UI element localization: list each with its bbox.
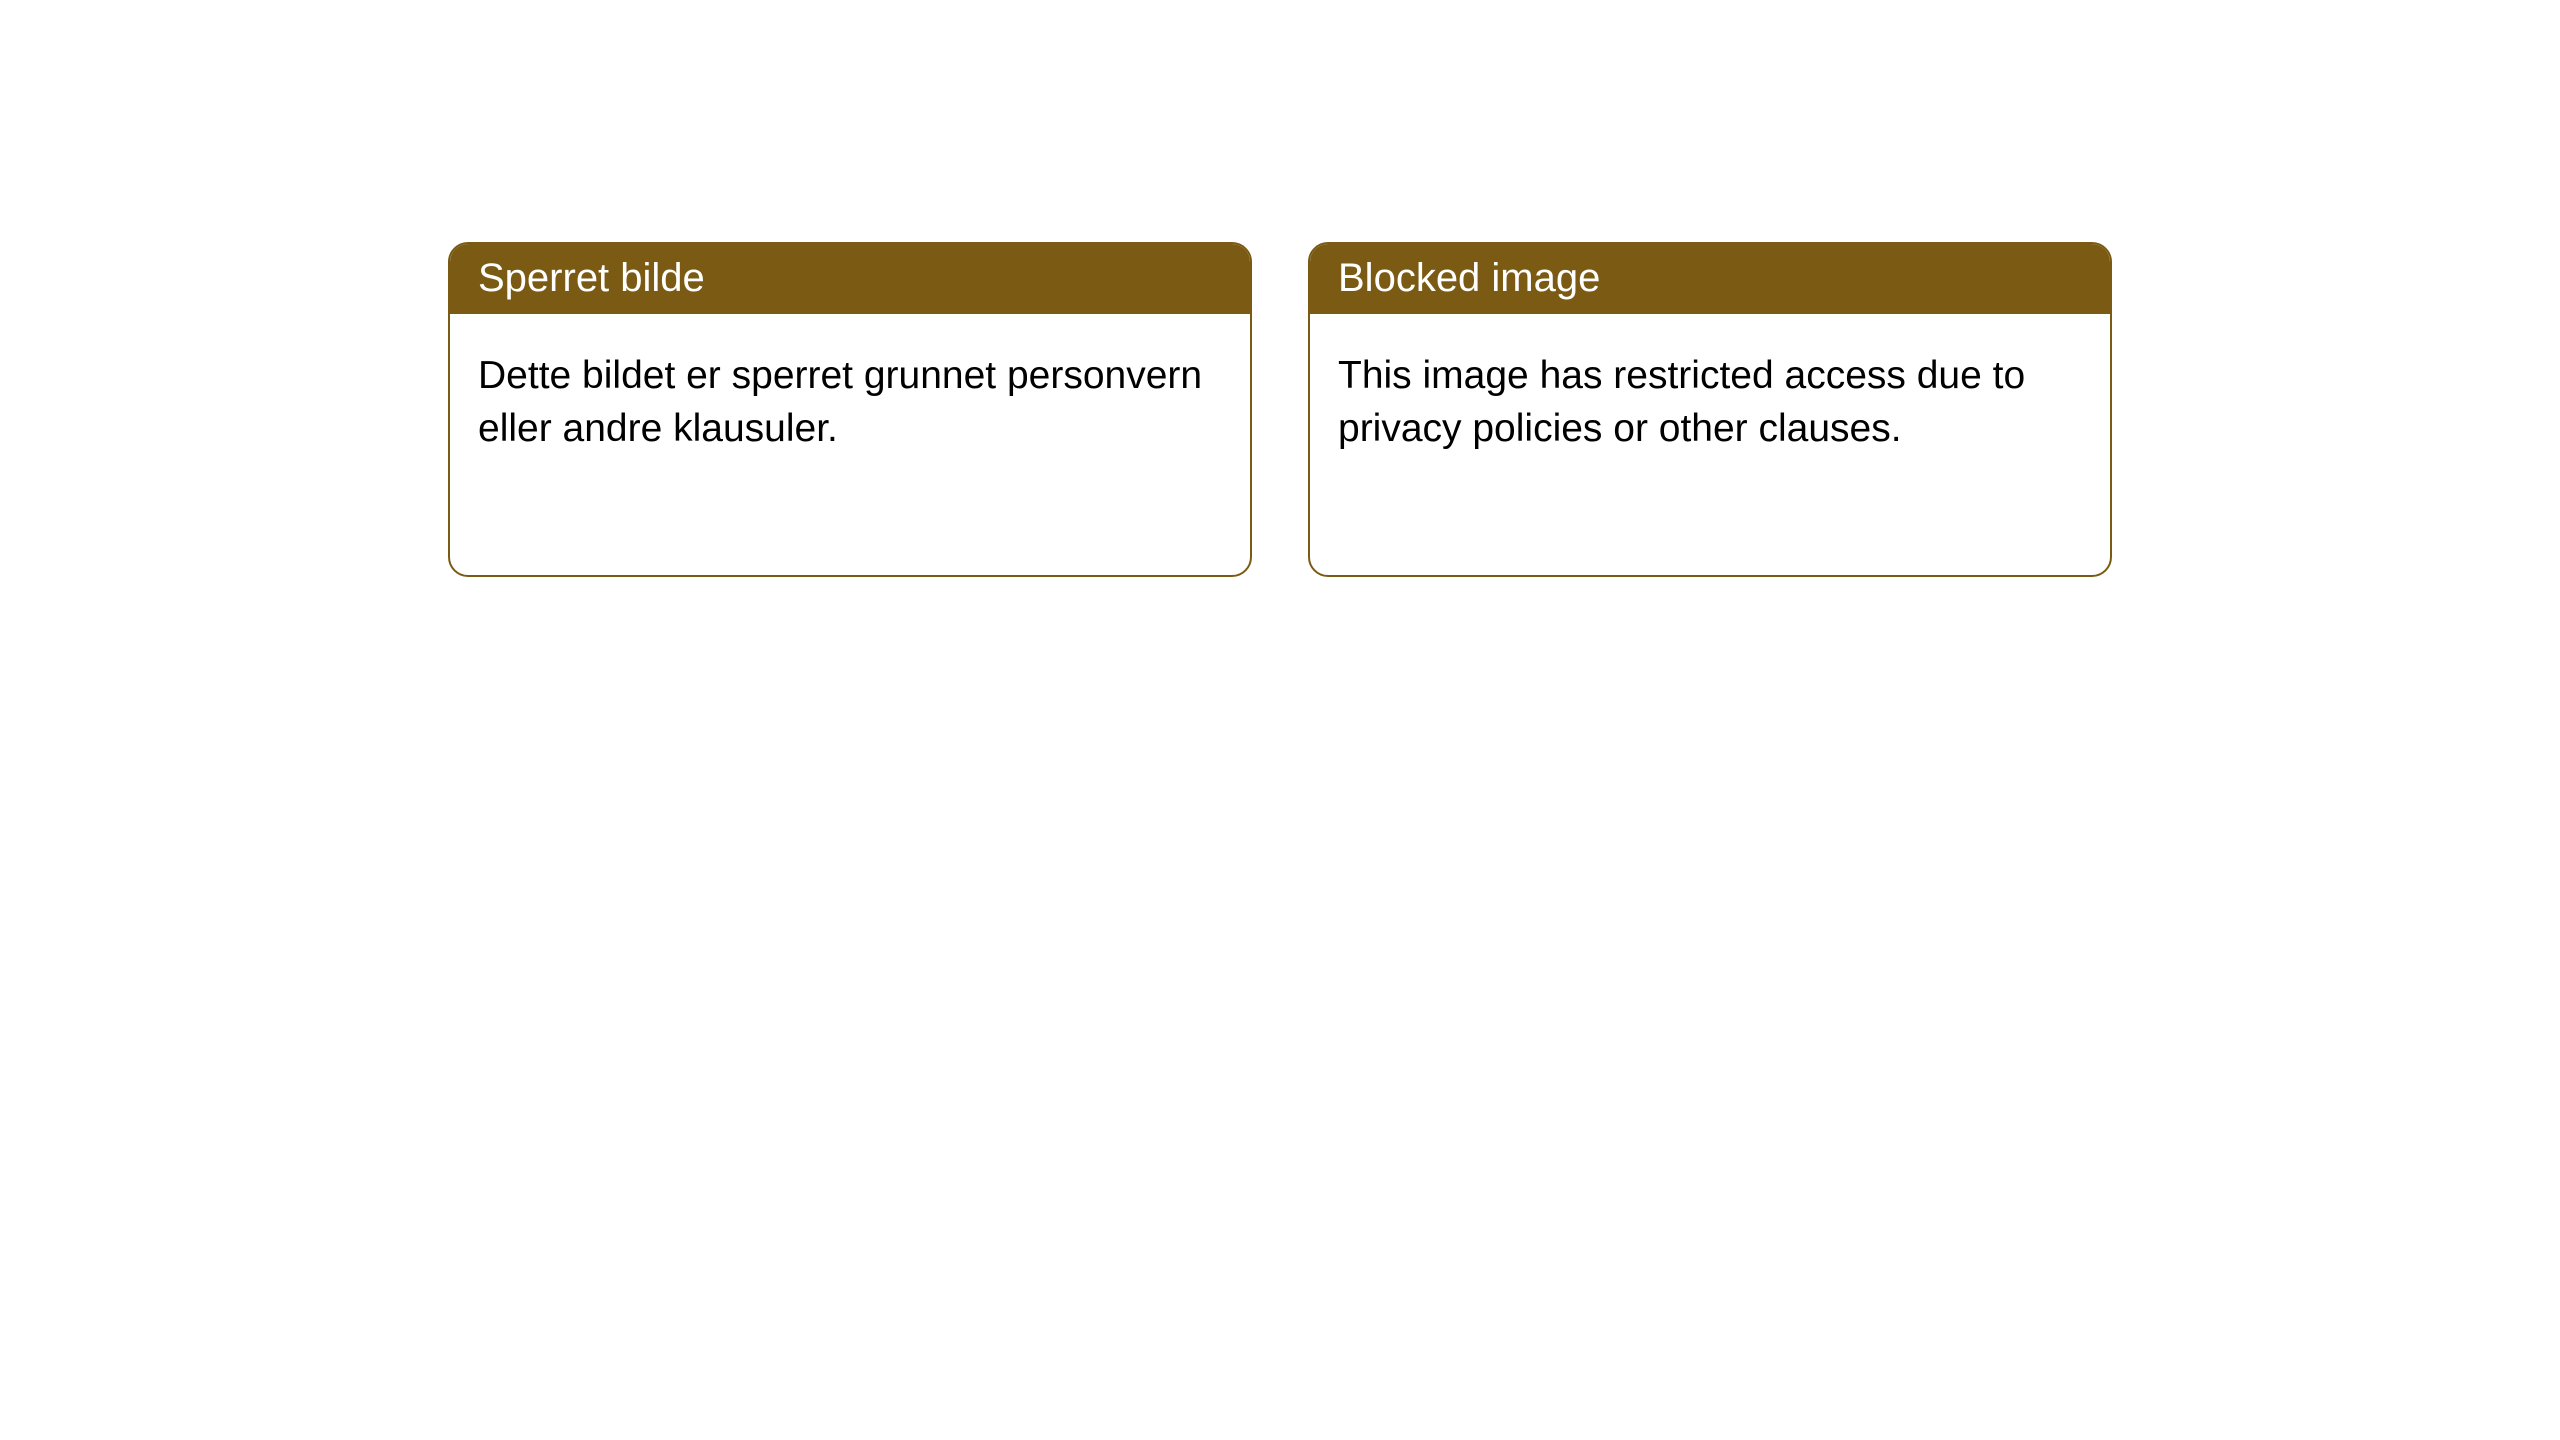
notice-cards-container: Sperret bilde Dette bildet er sperret gr… — [0, 0, 2560, 577]
notice-card-body: Dette bildet er sperret grunnet personve… — [450, 314, 1250, 483]
notice-card-title: Sperret bilde — [450, 244, 1250, 314]
notice-card-norwegian: Sperret bilde Dette bildet er sperret gr… — [448, 242, 1252, 577]
notice-card-english: Blocked image This image has restricted … — [1308, 242, 2112, 577]
notice-card-body: This image has restricted access due to … — [1310, 314, 2110, 483]
notice-card-title: Blocked image — [1310, 244, 2110, 314]
